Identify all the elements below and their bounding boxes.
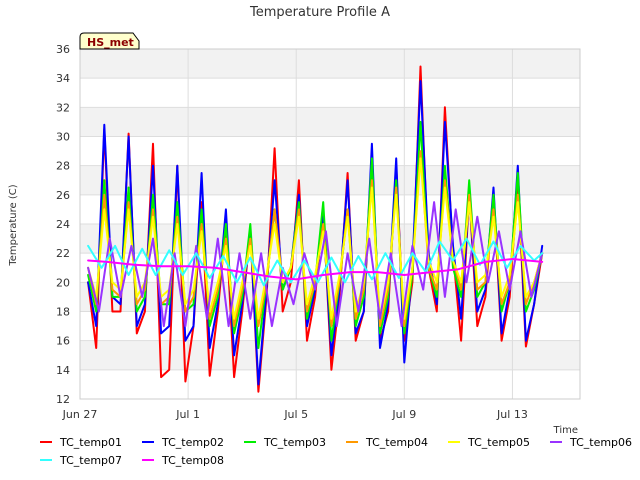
legend: TC_temp01 TC_temp02 TC_temp03 TC_temp04 TC_t… — [40, 436, 632, 467]
grid — [79, 48, 580, 400]
badge-shape — [79, 32, 140, 50]
x-tick-label: Jul 1 — [175, 408, 200, 421]
x-tick-label: Jun 27 — [62, 408, 98, 421]
y-tick-label: 28 — [56, 160, 70, 173]
y-tick-label: 12 — [56, 393, 70, 406]
y-tick-labels: 12 14 16 18 20 22 24 26 28 30 32 34 36 — [56, 43, 70, 406]
grid-band — [80, 194, 580, 224]
grid-band — [80, 107, 580, 137]
grid-band — [80, 49, 580, 79]
y-tick-label: 20 — [56, 276, 70, 289]
grid-band — [80, 78, 580, 108]
legend-label: TC_temp06 — [569, 436, 632, 449]
chart-title: Temperature Profile A — [249, 5, 390, 20]
y-tick-label: 16 — [56, 335, 70, 348]
x-tick-labels: Jun 27 Jul 1 Jul 5 Jul 9 Jul 13 — [62, 408, 528, 421]
legend-label: TC_temp01 — [59, 436, 122, 449]
legend-label: TC_temp02 — [161, 436, 224, 449]
plot-frame — [79, 48, 581, 400]
series-line-tc-temp05 — [87, 157, 544, 320]
legend-item: TC_temp07 — [40, 454, 122, 467]
badge-label: HS_met — [87, 36, 134, 49]
legend-label: TC_temp07 — [59, 454, 122, 467]
y-tick-label: 34 — [56, 72, 70, 85]
y-tick-label: 26 — [56, 189, 70, 202]
legend-item: TC_temp01 — [40, 436, 122, 449]
y-tick-label: 32 — [56, 101, 70, 114]
x-axis-label: Time — [553, 425, 578, 436]
y-tick-label: 24 — [56, 218, 70, 231]
series-line-tc-temp06 — [87, 201, 544, 328]
legend-label: TC_temp03 — [263, 436, 326, 449]
y-tick-label: 14 — [56, 364, 70, 377]
legend-item: TC_temp05 — [448, 436, 530, 449]
y-tick-label: 18 — [56, 306, 70, 319]
grid-band — [80, 136, 580, 166]
grid-band — [80, 369, 580, 399]
y-tick-label: 22 — [56, 247, 70, 260]
series-line-tc-temp07 — [87, 237, 544, 287]
legend-item: TC_temp04 — [346, 436, 428, 449]
legend-item: TC_temp06 — [550, 436, 632, 449]
y-axis-label: Temperature (C) — [8, 184, 19, 266]
y-tick-label: 30 — [56, 131, 70, 144]
series-lines — [87, 65, 544, 393]
legend-item: TC_temp08 — [142, 454, 224, 467]
legend-label: TC_temp05 — [467, 436, 530, 449]
legend-label: TC_temp08 — [161, 454, 224, 467]
legend-label: TC_temp04 — [365, 436, 428, 449]
legend-item: TC_temp03 — [244, 436, 326, 449]
grid-band — [80, 165, 580, 195]
x-tick-label: Jul 5 — [283, 408, 308, 421]
x-tick-label: Jul 9 — [391, 408, 416, 421]
x-tick-label: Jul 13 — [496, 408, 528, 421]
y-tick-label: 36 — [56, 43, 70, 56]
hs-met-badge: HS_met — [79, 32, 140, 50]
legend-item: TC_temp02 — [142, 436, 224, 449]
series-line-tc-temp08 — [87, 258, 544, 281]
